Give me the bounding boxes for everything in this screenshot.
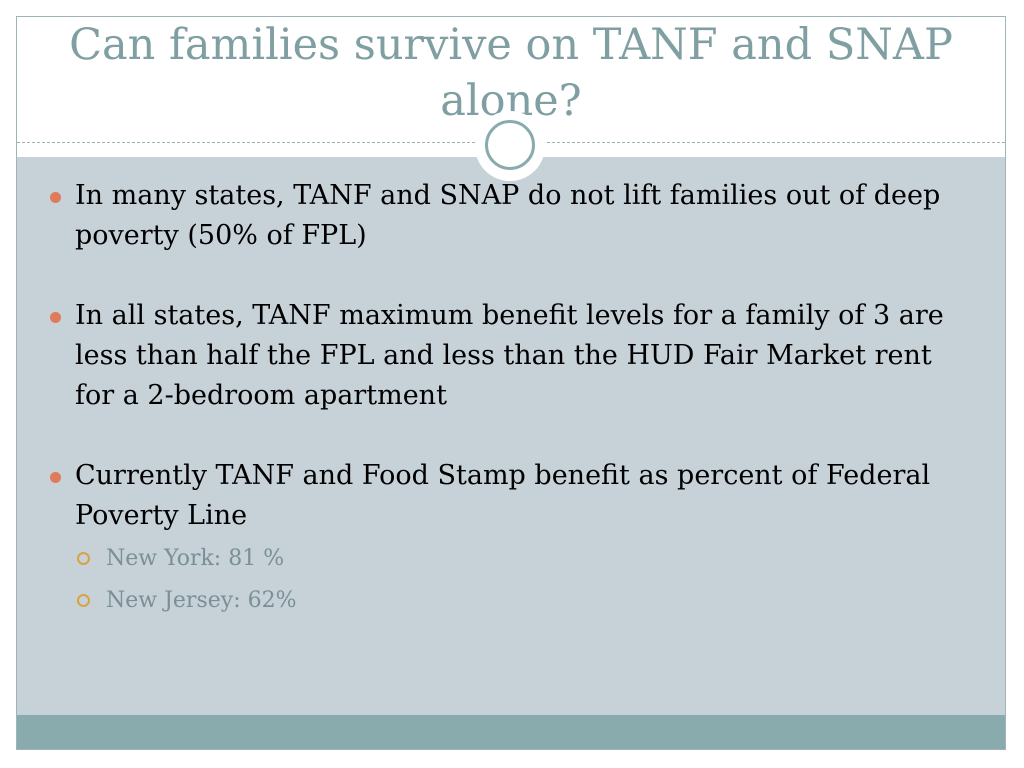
sub-bullet-text: New Jersey: 62% [106,588,297,613]
sub-bullet-item: New York: 81 % [75,538,978,580]
circle-bullet-icon [77,552,90,565]
bottom-bar [17,715,1005,749]
slide-title: Can families survive on TANF and SNAP al… [69,20,953,126]
bullet-dot-icon [50,472,61,483]
sub-bullet-list: New York: 81 % New Jersey: 62% [75,538,978,622]
bullet-item: Currently TANF and Food Stamp benefit as… [48,456,978,622]
content-area [17,157,1005,715]
bullet-text: Currently TANF and Food Stamp benefit as… [75,460,931,531]
bullet-list: In many states, TANF and SNAP do not lif… [48,176,978,662]
sub-bullet-item: New Jersey: 62% [75,580,978,622]
bullet-text: In all states, TANF maximum benefit leve… [75,300,944,411]
bullet-text: In many states, TANF and SNAP do not lif… [75,180,941,251]
sub-bullet-text: New York: 81 % [106,546,285,571]
bullet-dot-icon [50,192,61,203]
divider-circle-icon [485,120,535,170]
bullet-dot-icon [50,312,61,323]
bullet-item: In many states, TANF and SNAP do not lif… [48,176,978,256]
bullet-item: In all states, TANF maximum benefit leve… [48,296,978,416]
circle-bullet-icon [77,594,90,607]
